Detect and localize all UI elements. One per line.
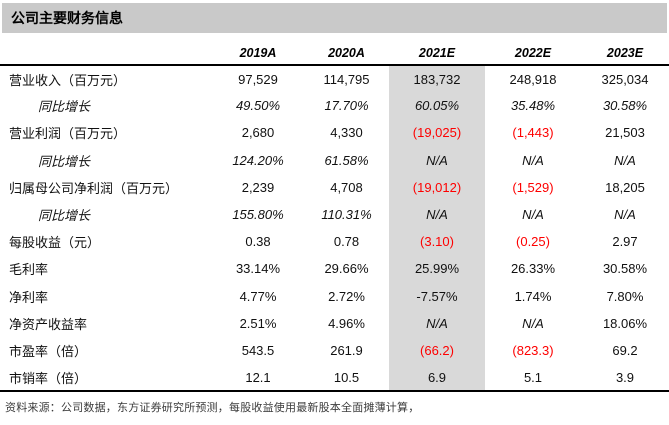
value-cell: 18,205	[605, 179, 645, 195]
value-cell: N/A	[614, 207, 636, 223]
value-cell: -7.57%	[389, 282, 485, 310]
value-cell: 0.78	[333, 234, 360, 250]
value-cell: 4.77%	[239, 288, 277, 304]
value-cell: 10.5	[304, 364, 389, 393]
value-cell: 155.80%	[232, 207, 284, 223]
table-row: 每股收益（元） 0.38 0.78 (3.10) (0.25) 2.97	[0, 228, 669, 256]
value-cell: 325,034	[601, 71, 649, 87]
value-cell: 69.2	[612, 342, 638, 358]
row-label: 同比增长	[38, 153, 91, 169]
value-cell: (66.2)	[389, 336, 485, 365]
value-cell: 2,239	[241, 179, 275, 195]
header-year-2020A: 2020A	[304, 33, 389, 66]
value-cell: N/A	[522, 152, 544, 168]
value-cell: 18.06%	[602, 315, 648, 331]
value-cell: 30.58%	[602, 261, 648, 277]
row-label: 市销率（倍）	[0, 364, 212, 393]
header-year-2022E: 2022E	[485, 33, 581, 66]
value-cell: (1,443)	[512, 125, 554, 141]
value-cell: 61.58%	[324, 152, 369, 168]
value-cell: 26.33%	[510, 261, 556, 277]
value-cell: 261.9	[330, 342, 363, 358]
row-label: 营业收入（百万元）	[9, 72, 127, 88]
source-footnote: 资料来源：公司数据，东方证券研究所预测，每股收益使用最新股本全面摊薄计算，	[5, 402, 420, 414]
value-cell: 183,732	[389, 65, 485, 93]
value-cell: 2.97	[612, 234, 638, 250]
row-label: 营业利润（百万元）	[9, 126, 127, 142]
value-cell: 2.51%	[239, 315, 277, 331]
value-cell: 114,795	[323, 71, 370, 87]
value-cell: 5.1	[485, 364, 581, 393]
row-label: 毛利率	[9, 262, 49, 278]
value-cell: 124.20%	[232, 152, 284, 168]
value-cell: 4,708	[330, 179, 363, 195]
value-cell: 4.96%	[328, 315, 365, 331]
value-cell: 110.31%	[321, 207, 372, 223]
value-cell: 2.72%	[328, 288, 365, 304]
row-label: 净资产收益率	[9, 316, 88, 332]
value-cell: 248,918	[509, 71, 557, 87]
value-cell: N/A	[389, 309, 485, 337]
value-cell: 6.9	[389, 364, 485, 393]
value-cell: 1.74%	[514, 288, 552, 304]
value-cell: 60.05%	[389, 92, 485, 120]
value-cell: (19,012)	[389, 173, 485, 201]
row-label: 每股收益（元）	[9, 235, 101, 251]
header-year-2019A: 2019A	[212, 33, 304, 66]
row-label: 归属母公司净利润（百万元）	[9, 180, 179, 196]
section-title: 公司主要财务信息	[11, 10, 123, 26]
section-title-bar: 公司主要财务信息	[2, 3, 667, 33]
value-cell: 97,529	[238, 71, 278, 87]
value-cell: 29.66%	[324, 261, 369, 277]
table-row: 市盈率（倍） 543.5 261.9 (66.2) (823.3) 69.2	[0, 336, 669, 365]
value-cell: N/A	[614, 152, 636, 168]
table-row: 毛利率 33.14% 29.66% 25.99% 26.33% 30.58%	[0, 255, 669, 283]
value-cell: 49.50%	[235, 98, 281, 114]
value-cell: 35.48%	[510, 98, 556, 114]
table-row: 同比增长 49.50% 17.70% 60.05% 35.48% 30.58%	[0, 92, 669, 120]
financial-table: 2019A 2020A 2021E 2022E 2023E 营业收入（百万元） 97,52…	[0, 33, 669, 393]
value-cell: 21,503	[605, 125, 645, 141]
table-row: 净利率 4.77% 2.72% -7.57% 1.74% 7.80%	[0, 282, 669, 310]
value-cell: 25.99%	[389, 255, 485, 283]
table-row: 同比增长 155.80% 110.31% N/A N/A N/A	[0, 200, 669, 229]
table-row: 市销率（倍） 12.1 10.5 6.9 5.1 3.9	[0, 364, 669, 393]
header-year-2023E: 2023E	[581, 33, 669, 66]
value-cell: N/A	[389, 146, 485, 174]
table-row: 同比增长 124.20% 61.58% N/A N/A N/A	[0, 146, 669, 174]
value-cell: 4,330	[330, 125, 363, 141]
value-cell: 2,680	[241, 125, 275, 141]
value-cell: (1,529)	[512, 179, 554, 195]
value-cell: (823.3)	[512, 342, 554, 358]
value-cell: 7.80%	[606, 288, 644, 304]
table-row: 归属母公司净利润（百万元） 2,239 4,708 (19,012) (1,529) 18…	[0, 173, 669, 201]
value-cell: 3.9	[581, 364, 669, 393]
value-cell: 17.70%	[324, 98, 369, 114]
value-cell: 30.58%	[602, 98, 648, 114]
value-cell: 543.5	[241, 342, 275, 358]
value-cell: 33.14%	[235, 261, 281, 277]
value-cell: (3.10)	[389, 228, 485, 256]
table-row: 净资产收益率 2.51% 4.96% N/A N/A 18.06%	[0, 309, 669, 337]
table-header-row: 2019A 2020A 2021E 2022E 2023E	[0, 33, 669, 66]
value-cell: (19,025)	[389, 119, 485, 147]
table-row: 营业利润（百万元） 2,680 4,330 (19,025) (1,443) 21,503	[0, 119, 669, 147]
value-cell: N/A	[522, 207, 544, 223]
header-year-2021E: 2021E	[389, 33, 485, 66]
row-label: 同比增长	[38, 208, 91, 224]
value-cell: 12.1	[212, 364, 304, 393]
value-cell: N/A	[522, 315, 544, 331]
table-body: 营业收入（百万元） 97,529 114,795 183,732 248,918 325,…	[0, 65, 669, 393]
value-cell: 0.38	[245, 234, 271, 250]
header-label-cell	[0, 33, 212, 66]
row-label: 市盈率（倍）	[9, 343, 88, 359]
row-label: 净利率	[9, 289, 49, 305]
table-row: 营业收入（百万元） 97,529 114,795 183,732 248,918 325,…	[0, 65, 669, 93]
table-header: 2019A 2020A 2021E 2022E 2023E	[0, 33, 669, 66]
row-label: 同比增长	[38, 99, 91, 115]
value-cell: N/A	[389, 200, 485, 229]
value-cell: (0.25)	[516, 234, 550, 250]
